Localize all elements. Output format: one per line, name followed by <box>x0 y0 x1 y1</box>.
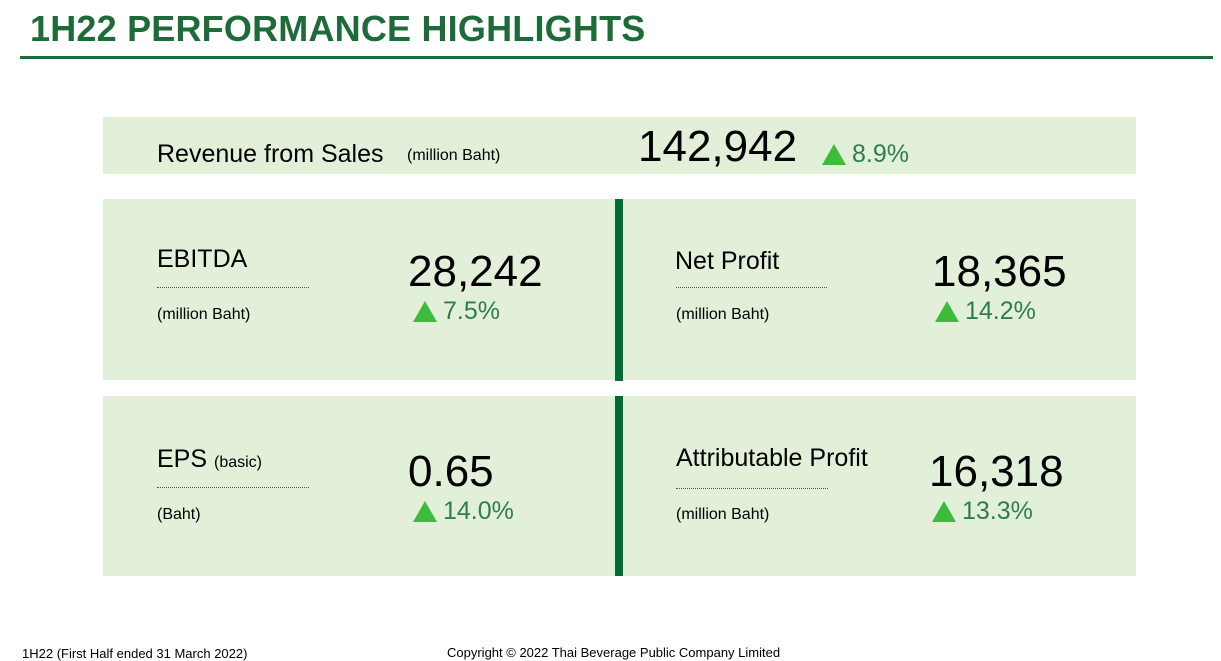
revenue-panel <box>103 117 1136 174</box>
eps-change-value: 14.0% <box>443 497 514 525</box>
net-profit-panel <box>623 199 1136 380</box>
net-profit-value: 18,365 <box>932 247 1067 296</box>
ebitda-panel <box>103 199 616 380</box>
net-profit-change: 14.2% <box>935 297 1036 326</box>
net-profit-unit: (million Baht) <box>676 306 770 323</box>
ebitda-label: EBITDA <box>157 245 248 273</box>
middle-row-divider <box>615 199 623 381</box>
revenue-change: 8.9% <box>822 140 909 169</box>
ebitda-dotted-separator <box>157 287 309 288</box>
eps-unit: (Baht) <box>157 506 201 523</box>
up-triangle-icon <box>413 501 437 522</box>
revenue-unit: (million Baht) <box>407 147 501 164</box>
attributable-profit-panel <box>623 396 1136 576</box>
revenue-change-value: 8.9% <box>852 140 909 168</box>
eps-panel <box>103 396 616 576</box>
up-triangle-icon <box>935 301 959 322</box>
footer-period-note: 1H22 (First Half ended 31 March 2022) <box>22 646 248 661</box>
net-profit-label: Net Profit <box>675 247 780 275</box>
revenue-value: 142,942 <box>638 122 798 171</box>
page-title: 1H22 PERFORMANCE HIGHLIGHTS <box>30 8 646 49</box>
attributable-profit-change: 13.3% <box>932 497 1033 526</box>
attributable-profit-label: Attributable Profit <box>676 444 868 472</box>
attributable-profit-dotted-separator <box>676 488 828 489</box>
bottom-row-divider <box>615 396 623 576</box>
ebitda-change-value: 7.5% <box>443 297 500 325</box>
ebitda-value: 28,242 <box>408 247 543 296</box>
eps-change: 14.0% <box>413 497 514 526</box>
attributable-profit-change-value: 13.3% <box>962 497 1033 525</box>
net-profit-change-value: 14.2% <box>965 297 1036 325</box>
eps-dotted-separator <box>157 487 309 488</box>
footer-copyright: Copyright © 2022 Thai Beverage Public Co… <box>447 645 781 660</box>
eps-qualifier: (basic) <box>213 454 262 471</box>
eps-label-text: EPS <box>157 445 208 473</box>
attributable-profit-unit: (million Baht) <box>676 506 770 523</box>
net-profit-dotted-separator <box>676 287 827 288</box>
up-triangle-icon <box>413 301 437 322</box>
ebitda-unit: (million Baht) <box>157 306 251 323</box>
revenue-label: Revenue from Sales <box>157 140 384 168</box>
ebitda-change: 7.5% <box>413 297 500 326</box>
attributable-profit-value: 16,318 <box>929 447 1064 496</box>
up-triangle-icon <box>932 501 956 522</box>
eps-label: EPS (basic) <box>157 445 262 474</box>
up-triangle-icon <box>822 144 846 165</box>
eps-value: 0.65 <box>408 447 494 496</box>
title-underline <box>20 56 1213 59</box>
